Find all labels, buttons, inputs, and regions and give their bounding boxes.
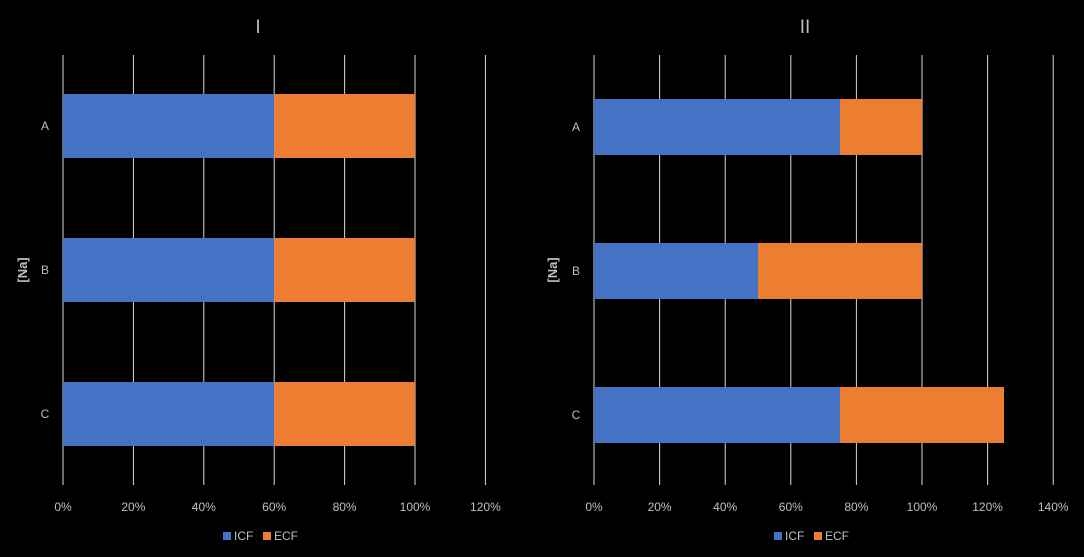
- legend-swatch-icf: [774, 532, 782, 540]
- bars: [594, 99, 1004, 443]
- x-tick-label: 0%: [54, 500, 72, 514]
- category-labels: A B C: [41, 119, 50, 421]
- legend-swatch-icf: [223, 532, 231, 540]
- x-tick-label: 20%: [121, 500, 145, 514]
- x-tick-label: 120%: [470, 500, 501, 514]
- category-label: B: [572, 264, 580, 278]
- category-label: B: [41, 263, 49, 277]
- bar-icf-c: [594, 387, 840, 443]
- y-axis-title: [Na]: [545, 257, 560, 282]
- bar-ecf-a: [840, 99, 922, 155]
- legend-label-ecf: ECF: [825, 529, 849, 543]
- x-tick-label: 80%: [333, 500, 357, 514]
- x-tick-label: 100%: [400, 500, 431, 514]
- legend-swatch-ecf: [814, 532, 822, 540]
- bar-icf-a: [63, 94, 275, 158]
- bar-icf-b: [63, 238, 275, 302]
- x-tick-label: 100%: [907, 500, 938, 514]
- x-tick-labels: 0% 20% 40% 60% 80% 100% 120%: [54, 500, 501, 514]
- legend: ICF ECF: [223, 529, 298, 543]
- bar-ecf-c: [840, 387, 1004, 443]
- category-labels: A B C: [572, 120, 581, 422]
- x-tick-label: 40%: [713, 500, 737, 514]
- bar-icf-c: [63, 382, 275, 446]
- x-tick-label: 140%: [1038, 500, 1069, 514]
- bar-ecf-c: [274, 382, 415, 446]
- legend: ICF ECF: [774, 529, 849, 543]
- chart-i: I [Na] A B C 0% 20% 40% 60% 80% 100% 120% ICF ECF: [15, 17, 501, 543]
- category-label: A: [41, 119, 49, 133]
- bar-ecf-b: [274, 238, 415, 302]
- bar-icf-b: [594, 243, 758, 299]
- x-tick-label: 120%: [972, 500, 1003, 514]
- x-tick-labels: 0% 20% 40% 60% 80% 100% 120% 140%: [585, 500, 1069, 514]
- bar-ecf-a: [274, 94, 415, 158]
- chart-title: II: [800, 17, 811, 38]
- x-tick-label: 60%: [779, 500, 803, 514]
- chart-title: I: [255, 17, 260, 38]
- category-label: A: [572, 120, 580, 134]
- legend-label-icf: ICF: [785, 529, 804, 543]
- bar-icf-a: [594, 99, 840, 155]
- legend-label-ecf: ECF: [274, 529, 298, 543]
- x-tick-label: 20%: [648, 500, 672, 514]
- bar-ecf-b: [758, 243, 922, 299]
- x-tick-label: 40%: [192, 500, 216, 514]
- chart-ii: II [Na] A B C 0% 20% 40% 60% 80% 100% 120% 140% I…: [545, 17, 1069, 543]
- bars: [63, 94, 415, 446]
- x-tick-label: 60%: [262, 500, 286, 514]
- category-label: C: [572, 408, 581, 422]
- legend-label-icf: ICF: [234, 529, 253, 543]
- x-tick-label: 80%: [844, 500, 868, 514]
- y-axis-title: [Na]: [15, 257, 30, 282]
- legend-swatch-ecf: [263, 532, 271, 540]
- category-label: C: [41, 407, 50, 421]
- x-tick-label: 0%: [585, 500, 603, 514]
